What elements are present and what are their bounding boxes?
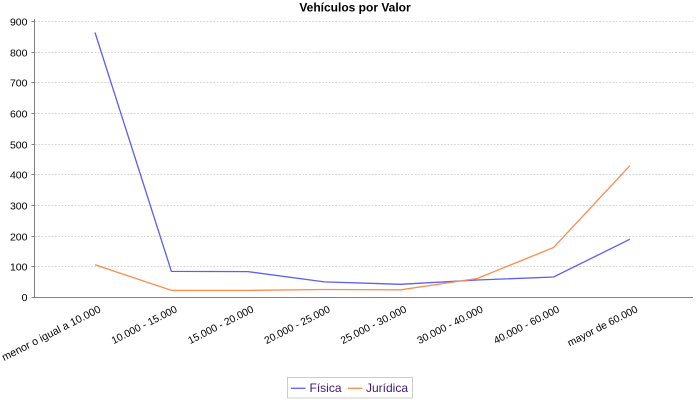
svg-text:500: 500 [10,139,28,151]
svg-text:600: 600 [10,108,28,120]
svg-text:Jurídica: Jurídica [366,381,408,395]
svg-text:300: 300 [10,200,28,212]
svg-text:Vehículos por Valor: Vehículos por Valor [299,1,411,15]
svg-text:100: 100 [10,261,28,273]
svg-text:400: 400 [10,169,28,181]
svg-text:800: 800 [10,47,28,59]
svg-text:700: 700 [10,77,28,89]
svg-text:200: 200 [10,231,28,243]
svg-text:900: 900 [10,16,28,28]
svg-text:Física: Física [310,381,342,395]
svg-text:0: 0 [22,292,28,304]
